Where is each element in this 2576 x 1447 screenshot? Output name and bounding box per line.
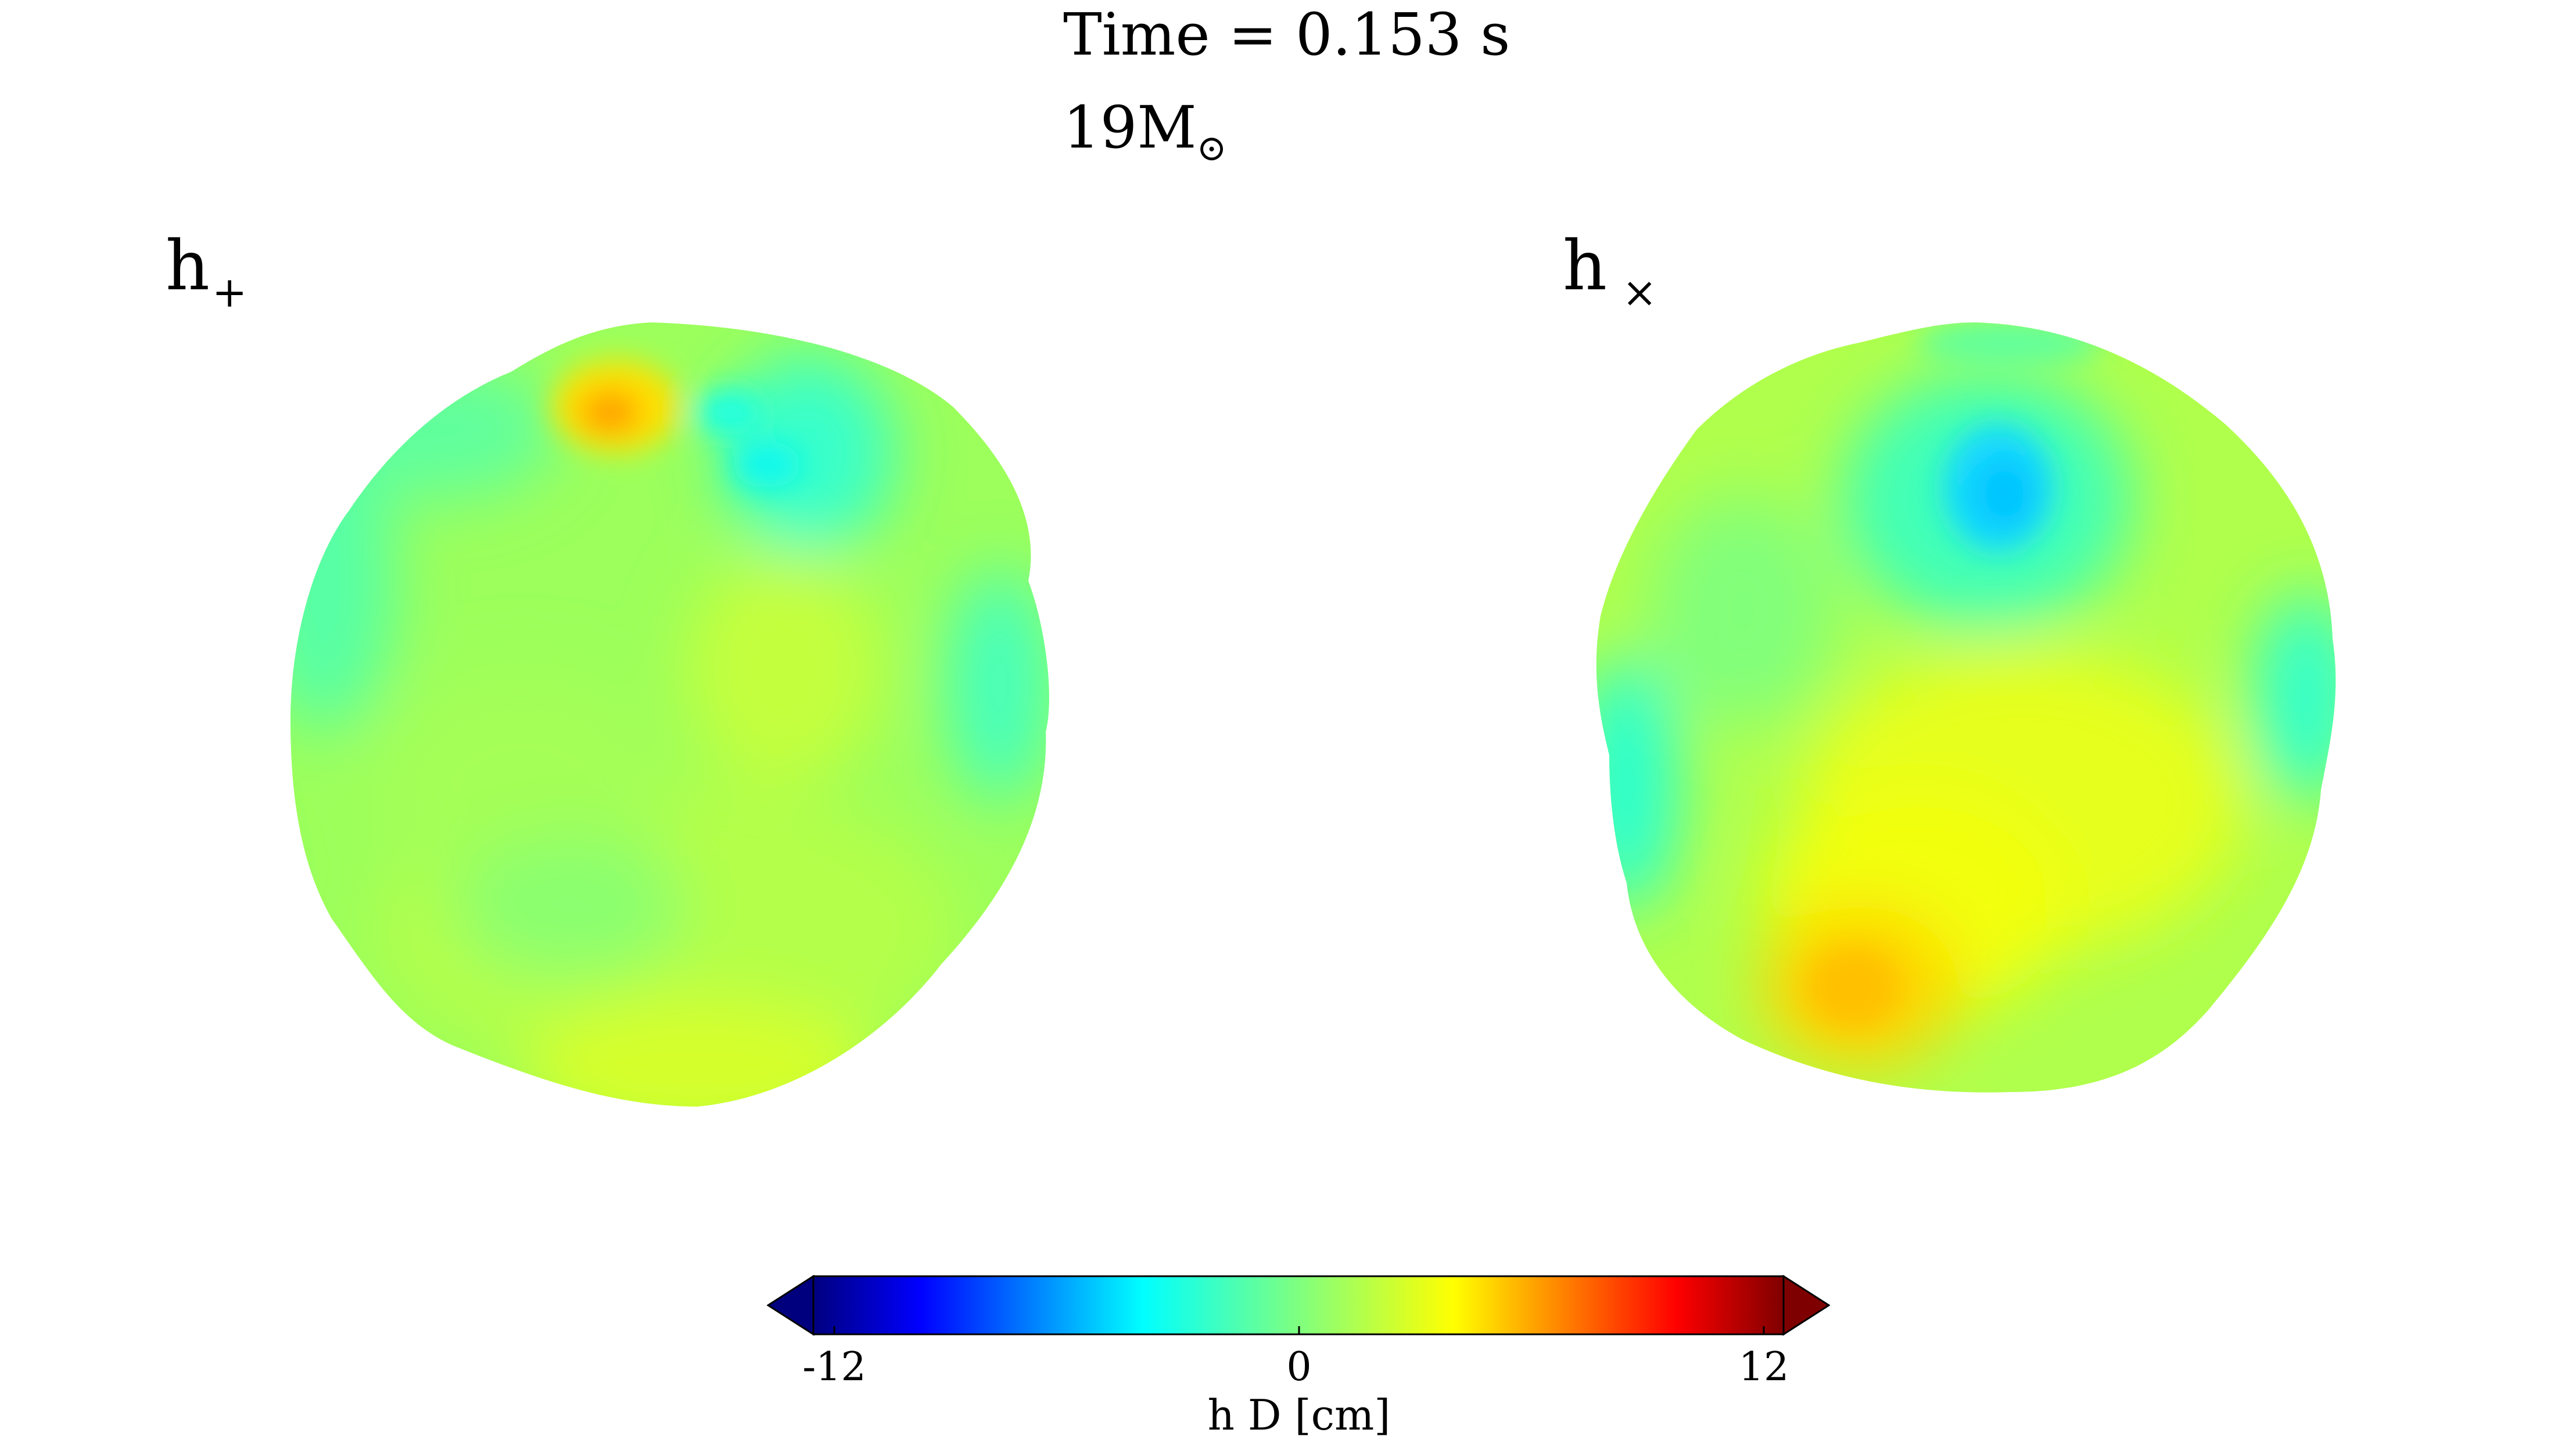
plot-title-mass: 19M⊙ <box>1063 99 1227 166</box>
colorbar-extend-min <box>767 1275 815 1336</box>
panel-label-h-plus: h+ <box>166 231 247 313</box>
panel-label-sub: + <box>212 268 247 317</box>
colorbar <box>767 1275 1830 1336</box>
panel-label-main: h <box>166 225 210 306</box>
panel-label-h-cross: h × <box>1563 231 1657 313</box>
solar-mass-symbol: ⊙ <box>1196 127 1227 169</box>
panel-label-main: h <box>1563 225 1607 306</box>
surface-h-cross-coloring <box>1596 322 2336 1093</box>
panel-label-sub: × <box>1622 268 1657 317</box>
surface-h-plus-coloring <box>290 322 1049 1107</box>
colorbar-tick-label-zero: 0 <box>1286 1344 1312 1390</box>
plot-title-time: Time = 0.153 s <box>1063 1 1511 69</box>
mass-value: 19M <box>1063 94 1197 161</box>
colorbar-extend-max <box>1782 1275 1830 1336</box>
colorbar-label: h D [cm] <box>1207 1391 1391 1439</box>
colorbar-tick-label-min: -12 <box>802 1344 866 1390</box>
colorbar-gradient <box>812 1275 1785 1335</box>
colorbar-tick-label-max: 12 <box>1738 1344 1789 1390</box>
